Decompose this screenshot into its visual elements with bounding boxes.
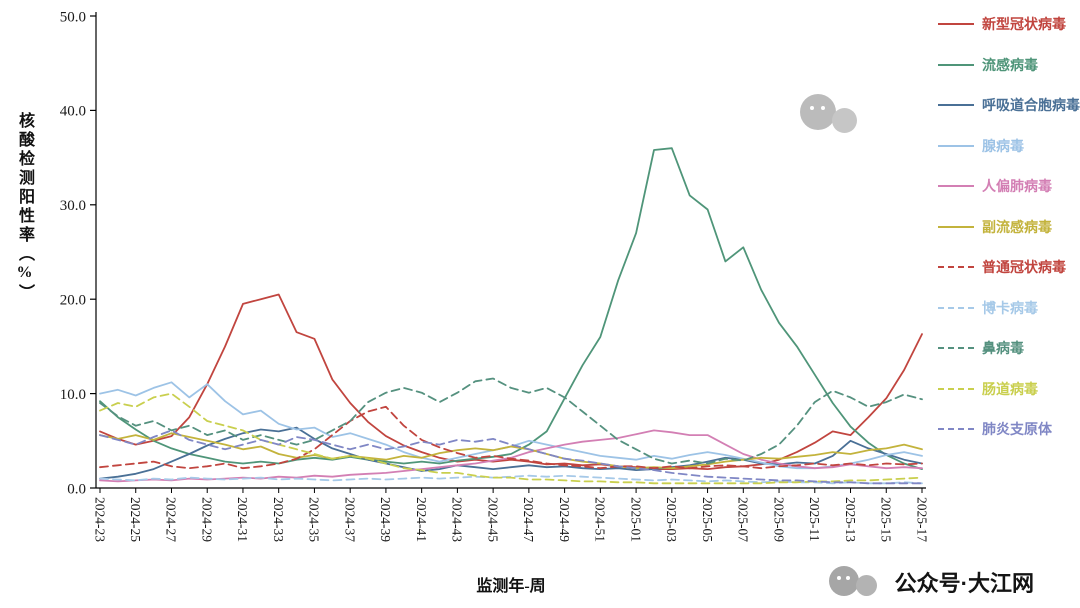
y-axis-title: 核酸检测阳性率（%） — [16, 112, 33, 303]
x-tick-label: 2025-11 — [807, 497, 822, 542]
x-tick-label: 2024-49 — [557, 497, 572, 542]
x-tick-label: 2024-23 — [92, 497, 107, 542]
legend-swatch — [938, 63, 974, 66]
y-tick-label: 0.0 — [67, 481, 86, 497]
legend-item-2: 流感病毒 — [938, 45, 1080, 86]
watermark: 公众号·大江网 — [828, 564, 1034, 600]
legend-label: 肠道病毒 — [982, 382, 1038, 398]
watermark-mid — [800, 92, 862, 136]
wechat-account-icon — [800, 92, 862, 136]
legend-label: 鼻病毒 — [982, 342, 1024, 358]
series-line-11 — [99, 429, 923, 485]
x-tick-label: 2024-41 — [414, 497, 429, 542]
legend-item-5: 人偏肺病毒 — [938, 166, 1080, 207]
series-line-6 — [99, 432, 923, 470]
x-tick-label: 2025-13 — [843, 497, 858, 542]
legend-item-3: 呼吸道合胞病毒 — [938, 85, 1080, 126]
x-tick-label: 2024-27 — [164, 497, 179, 542]
chart-legend: 新型冠状病毒 流感病毒呼吸道合胞病毒 腺病毒人偏肺病毒副流感病毒普通冠状病毒 博卡病毒… — [938, 4, 1080, 450]
legend-label: 肺炎支原体 — [982, 423, 1052, 439]
legend-swatch — [938, 347, 974, 350]
x-tick-label: 2024-29 — [199, 497, 214, 542]
x-tick-label: 2024-45 — [485, 497, 500, 542]
x-tick-label: 2024-33 — [271, 497, 286, 542]
x-tick-label: 2025-07 — [736, 497, 751, 542]
legend-swatch — [938, 185, 974, 188]
legend-swatch — [938, 23, 974, 26]
legend-swatch — [938, 266, 974, 269]
x-tick-label: 2024-51 — [593, 497, 608, 542]
y-tick-label: 20.0 — [60, 292, 86, 308]
x-tick-label: 2024-31 — [235, 497, 250, 542]
legend-swatch — [938, 428, 974, 431]
x-tick-label: 2024-39 — [378, 497, 393, 542]
legend-label: 副流感病毒 — [982, 220, 1052, 236]
legend-item-1: 新型冠状病毒 — [938, 4, 1080, 45]
legend-item-7: 普通冠状病毒 — [938, 247, 1080, 288]
legend-item-4: 腺病毒 — [938, 126, 1080, 167]
x-axis-title: 监测年-周 — [476, 578, 546, 595]
y-tick-label: 10.0 — [60, 387, 86, 403]
series-line-1 — [99, 293, 923, 471]
x-tick-label: 2024-25 — [128, 497, 143, 542]
y-tick-label: 40.0 — [60, 104, 86, 120]
wechat-account-icon — [828, 564, 885, 600]
series-line-9 — [99, 377, 923, 465]
legend-swatch — [938, 387, 974, 390]
x-tick-label: 2025-09 — [771, 497, 786, 542]
legend-swatch — [938, 225, 974, 228]
legend-item-6: 副流感病毒 — [938, 207, 1080, 248]
x-tick-label: 2024-43 — [450, 497, 465, 542]
legend-swatch — [938, 104, 974, 107]
legend-item-10: 肠道病毒 — [938, 369, 1080, 410]
legend-label: 流感病毒 — [982, 58, 1038, 74]
legend-label: 呼吸道合胞病毒 — [982, 99, 1080, 115]
legend-label: 新型冠状病毒 — [982, 18, 1066, 34]
legend-label: 人偏肺病毒 — [982, 180, 1052, 196]
legend-item-9: 鼻病毒 — [938, 328, 1080, 369]
legend-item-8: 博卡病毒 — [938, 288, 1080, 329]
x-tick-label: 2024-35 — [307, 497, 322, 542]
x-tick-label: 2024-37 — [342, 497, 357, 542]
watermark-text: 公众号·大江网 — [894, 571, 1034, 596]
x-tick-label: 2024-47 — [521, 497, 536, 542]
x-tick-label: 2025-05 — [700, 497, 715, 542]
x-tick-label: 2025-15 — [879, 497, 894, 542]
x-tick-label: 2025-03 — [664, 497, 679, 542]
legend-label: 普通冠状病毒 — [982, 261, 1066, 277]
legend-label: 博卡病毒 — [982, 301, 1038, 317]
legend-item-11: 肺炎支原体 — [938, 409, 1080, 450]
series-line-10 — [99, 392, 923, 485]
series-line-7 — [99, 405, 923, 470]
y-tick-label: 50.0 — [60, 9, 86, 25]
series-line-2 — [99, 147, 923, 471]
y-tick-label: 30.0 — [60, 198, 86, 214]
legend-swatch — [938, 306, 974, 309]
legend-label: 腺病毒 — [982, 139, 1024, 155]
legend-swatch — [938, 144, 974, 147]
x-tick-label: 2025-01 — [628, 497, 643, 542]
x-tick-label: 2025-17 — [914, 497, 929, 542]
